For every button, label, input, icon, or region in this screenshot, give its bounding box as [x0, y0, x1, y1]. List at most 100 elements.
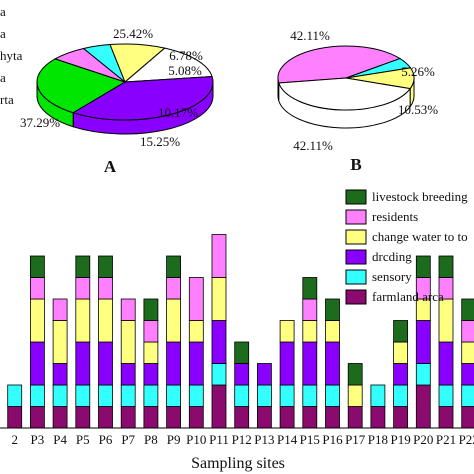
x-tick-P18: P18	[368, 432, 388, 447]
bar-P21-drcding	[438, 341, 454, 386]
x-tick-P22: P22	[459, 432, 474, 447]
bar-P11-change-water-to-to	[211, 277, 227, 321]
bar-P20-drcding	[415, 320, 431, 364]
pie-a-legend-item-2: hyta	[0, 48, 23, 63]
bar-P8-livestock-breeding	[143, 298, 159, 321]
pie-label-5: 37.29%	[20, 115, 60, 130]
pie-label-3: 42.11%	[293, 138, 333, 153]
legend-label-4: sensory	[372, 269, 412, 284]
bar-P17-farmland-arca	[347, 406, 363, 429]
bar-P22-residents	[461, 320, 474, 343]
bar-P6-farmland-arca	[98, 406, 113, 429]
bar-P6-residents	[98, 277, 113, 300]
pie-label-2: 5.08%	[168, 63, 202, 78]
bar-P7-residents	[120, 298, 136, 321]
pie-label-1: 5.26%	[401, 64, 435, 79]
legend-swatch-1	[345, 209, 367, 225]
x-tick-P2: 2	[11, 432, 18, 447]
bar-P8-sensory	[143, 384, 159, 407]
bar-P12-farmland-arca	[234, 406, 250, 429]
legend-label-1: residents	[372, 209, 418, 224]
x-tick-P10: P10	[186, 432, 206, 447]
x-tick-P4: P4	[53, 432, 67, 447]
bar-P3-livestock-breeding	[29, 255, 45, 278]
bar-P2-sensory	[7, 384, 23, 407]
bar-P12-livestock-breeding	[234, 341, 250, 364]
bar-P10-farmland-arca	[188, 406, 204, 429]
bar-P5-residents	[75, 277, 91, 300]
bar-P16-farmland-arca	[325, 406, 340, 429]
bar-P5-change-water-to-to	[75, 298, 91, 343]
bar-P11-sensory	[211, 363, 227, 386]
bar-P9-drcding	[166, 341, 182, 386]
bar-P3-residents	[29, 277, 45, 300]
bar-P13-drcding	[256, 363, 272, 386]
bar-P15-livestock-breeding	[302, 277, 318, 300]
legend-swatch-2	[345, 229, 367, 245]
legend-swatch-0	[345, 189, 367, 205]
bar-P3-sensory	[29, 384, 45, 407]
x-tick-P5: P5	[76, 432, 90, 447]
bar-P9-change-water-to-to	[166, 298, 182, 343]
bar-P11-farmland-arca	[211, 384, 227, 429]
pie-a-legend-item-1: a	[0, 26, 6, 41]
bar-P15-residents	[302, 298, 318, 321]
pie-slice-0	[277, 45, 402, 84]
bar-P7-farmland-arca	[120, 406, 136, 429]
bar-P16-livestock-breeding	[325, 298, 340, 321]
bar-P8-change-water-to-to	[143, 341, 159, 364]
bar-P19-drcding	[393, 363, 409, 386]
bar-P6-drcding	[98, 341, 113, 386]
legend-swatch-4	[345, 269, 367, 285]
x-tick-P15: P15	[300, 432, 320, 447]
pie-label-2: 10.53%	[398, 102, 438, 117]
legend-swatch-3	[345, 249, 367, 265]
bar-P9-sensory	[166, 384, 182, 407]
x-tick-P14: P14	[277, 432, 298, 447]
bar-P13-farmland-arca	[256, 406, 272, 429]
bar-P16-change-water-to-to	[325, 320, 340, 343]
bar-P8-drcding	[143, 363, 159, 386]
bar-P4-change-water-to-to	[52, 320, 68, 364]
bar-P16-drcding	[325, 341, 340, 386]
x-tick-P11: P11	[209, 432, 229, 447]
bar-P18-farmland-arca	[370, 406, 386, 429]
bar-P12-sensory	[234, 384, 250, 407]
pie-slice-3	[278, 77, 412, 111]
bar-P3-farmland-arca	[29, 406, 45, 429]
bar-P17-change-water-to-to	[347, 384, 363, 407]
bar-P15-sensory	[302, 384, 318, 407]
pie-chart-b: 42.11% 5.26% 10.53% 42.11% B	[277, 28, 438, 174]
bar-P19-change-water-to-to	[393, 341, 409, 364]
bar-P14-change-water-to-to	[279, 320, 295, 343]
x-tick-P3: P3	[31, 432, 45, 447]
bar-P10-residents	[188, 277, 204, 321]
x-tick-P21: P21	[436, 432, 456, 447]
bar-P4-drcding	[52, 363, 68, 386]
pie-slice-0	[36, 58, 127, 114]
bar-P22-drcding	[461, 363, 474, 386]
legend-swatch-5	[345, 289, 367, 305]
x-tick-P16: P16	[322, 432, 343, 447]
bar-P5-sensory	[75, 384, 91, 407]
pie-a-legend-item-3: a	[0, 70, 6, 85]
bar-P6-livestock-breeding	[98, 255, 113, 278]
pie-a-legend-item-0: a	[0, 4, 6, 19]
x-axis-title: Sampling sites	[191, 455, 285, 472]
bar-P17-livestock-breeding	[347, 363, 363, 386]
bar-P21-sensory	[438, 384, 454, 407]
bar-P3-change-water-to-to	[29, 298, 45, 343]
stacked-bar-chart: 2 P3 P4 P5 P6 P7 P8 P9 P10 P11 P12 P13 P14 P15 P16 P17 P…	[0, 234, 474, 447]
pie-chart-a: 25.42%6.78%5.08%10.17%15.25%37.29%Aaahyt…	[0, 4, 214, 176]
bar-P22-livestock-breeding	[461, 298, 474, 321]
x-tick-P9: P9	[167, 432, 181, 447]
bar-P16-sensory	[325, 384, 340, 407]
bar-P11-residents	[211, 234, 227, 278]
bar-P9-residents	[166, 277, 182, 300]
bar-P21-change-water-to-to	[438, 298, 454, 343]
bar-P7-change-water-to-to	[120, 320, 136, 364]
bar-P22-sensory	[461, 384, 474, 407]
x-tick-P7: P7	[121, 432, 135, 447]
bar-P10-drcding	[188, 341, 204, 386]
